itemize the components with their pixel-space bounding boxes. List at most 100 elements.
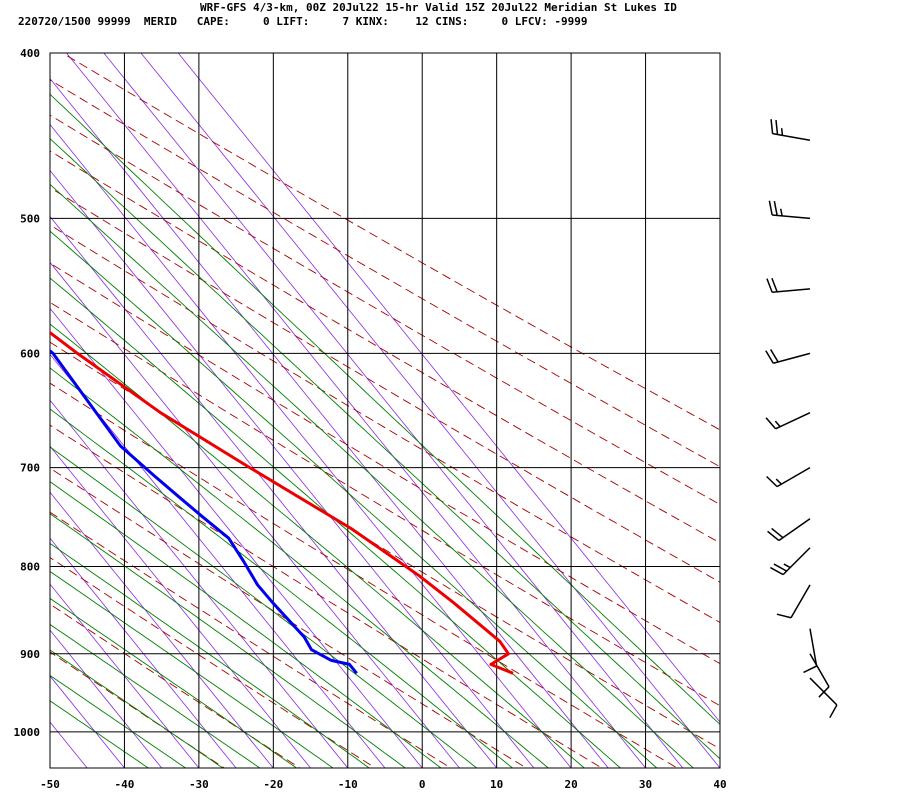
moist-adiabat-line xyxy=(50,597,298,768)
wind-barb-staff xyxy=(809,653,830,688)
dewpoint-profile-line xyxy=(50,348,358,675)
dry-adiabat-line xyxy=(50,511,452,768)
plot-frame xyxy=(49,52,721,769)
wind-barb-flag xyxy=(768,200,773,216)
moist-adiabat-line xyxy=(50,277,622,768)
isotherm-line xyxy=(50,169,535,768)
wind-barb-flag xyxy=(771,527,784,539)
temperature-tick-label: -50 xyxy=(40,778,60,791)
wind-barb xyxy=(803,628,818,674)
isotherm-line xyxy=(50,399,349,768)
wind-barb-flag xyxy=(829,704,838,719)
pressure-tick-label: 400 xyxy=(20,47,40,60)
pressure-tick-label: 800 xyxy=(20,561,40,574)
wind-barb-flag xyxy=(776,613,792,619)
temperature-tick-label: 10 xyxy=(490,778,503,791)
wind-barb-half-flag xyxy=(779,208,783,217)
pressure-tick-label: 600 xyxy=(20,347,40,360)
wind-barb xyxy=(765,412,811,430)
wind-barb-flag xyxy=(767,530,780,542)
series-lines xyxy=(50,330,514,675)
wind-barb-staff xyxy=(809,628,818,667)
temperature-tick-label: -30 xyxy=(189,778,209,791)
dry-adiabat-line xyxy=(50,382,679,768)
isotherm-line xyxy=(177,53,720,723)
isotherm-line xyxy=(50,307,423,768)
isotherm-line xyxy=(103,53,684,768)
temperature-tick-label: -10 xyxy=(338,778,358,791)
wind-barb-half-flag xyxy=(783,563,791,569)
wind-barbs xyxy=(765,119,838,719)
wind-barb-staff xyxy=(790,584,811,619)
dry-adiabat-line xyxy=(50,556,377,768)
moist-adiabat-line xyxy=(50,513,406,768)
dry-adiabat-line xyxy=(50,467,528,768)
moist-adiabat-line xyxy=(50,700,150,768)
wind-barb-staff xyxy=(782,547,811,576)
moist-adiabat-line xyxy=(50,570,334,768)
moist-adiabat-line xyxy=(50,367,550,768)
wind-barb-flag xyxy=(765,350,774,364)
temperature-profile-line xyxy=(50,330,514,675)
wind-barb-half-flag xyxy=(775,478,782,485)
wind-barb-staff xyxy=(809,677,838,706)
wind-barb-flag xyxy=(770,119,774,134)
chart-title: WRF-GFS 4/3-km, 00Z 20Jul22 15-hr Valid … xyxy=(200,1,677,14)
wind-barb xyxy=(776,584,811,619)
isotherm-line xyxy=(65,53,647,768)
dry-adiabat-line xyxy=(50,187,720,583)
moist-adiabat-line xyxy=(50,542,370,768)
isotherm-line xyxy=(50,629,163,768)
wind-barb-flag xyxy=(773,201,778,216)
moist-adiabat-line xyxy=(50,138,720,760)
wind-barb-flag xyxy=(773,563,788,572)
isotherm-line xyxy=(50,445,312,768)
wind-barb-flag xyxy=(803,665,817,674)
wind-barb-flag xyxy=(765,417,777,430)
moist-adiabat-line xyxy=(50,323,585,768)
isotherm-line xyxy=(0,15,4,800)
wind-barb-flag xyxy=(770,566,784,576)
moist-adiabat-line xyxy=(50,446,478,768)
moist-adiabat-line xyxy=(50,230,658,768)
wind-barb xyxy=(770,119,811,142)
moist-adiabat-line xyxy=(50,408,514,768)
temperature-tick-label: 40 xyxy=(713,778,726,791)
moist-adiabat-line xyxy=(50,674,187,768)
wind-barb-staff xyxy=(775,412,811,430)
moist-adiabat-line xyxy=(50,649,224,768)
pressure-tick-label: 1000 xyxy=(14,726,41,739)
wind-barb xyxy=(766,277,811,293)
wind-barb-half-flag xyxy=(780,128,784,136)
wind-barb-staff xyxy=(773,352,811,364)
wind-barb-staff xyxy=(778,518,811,542)
isotherm-line xyxy=(140,53,720,768)
moist-adiabat-line xyxy=(50,623,261,768)
temperature-tick-label: 20 xyxy=(564,778,577,791)
background-lines xyxy=(0,15,720,800)
isotherm-line xyxy=(50,767,51,768)
dry-adiabat-line xyxy=(50,262,720,665)
temperature-tick-label: 0 xyxy=(419,778,426,791)
wind-barb-staff xyxy=(772,288,811,293)
isotherm-line xyxy=(50,261,460,768)
dry-adiabat-line xyxy=(50,301,720,707)
wind-barb-flag xyxy=(766,475,778,488)
wind-barb-half-flag xyxy=(774,420,781,428)
temperature-axis: -50 -40 -30 -20 -10 0 10 20 30 40 xyxy=(40,778,727,791)
isotherm-line xyxy=(0,15,41,800)
dry-adiabat-line xyxy=(50,224,720,624)
wind-barb-staff xyxy=(776,466,811,488)
pressure-axis: 400 500 600 700 800 900 1000 xyxy=(14,47,41,739)
isotherm-line xyxy=(50,583,200,768)
dry-adiabat-line xyxy=(50,651,226,768)
wind-barb xyxy=(809,677,838,719)
temperature-tick-label: -20 xyxy=(263,778,283,791)
isotherm-line xyxy=(50,353,386,768)
isotherm-line xyxy=(50,491,274,768)
wind-barb xyxy=(767,518,811,542)
dry-adiabat-line xyxy=(50,424,603,768)
isotherm-line xyxy=(50,537,237,768)
temperature-tick-label: -40 xyxy=(115,778,135,791)
dry-adiabat-line xyxy=(50,603,301,768)
